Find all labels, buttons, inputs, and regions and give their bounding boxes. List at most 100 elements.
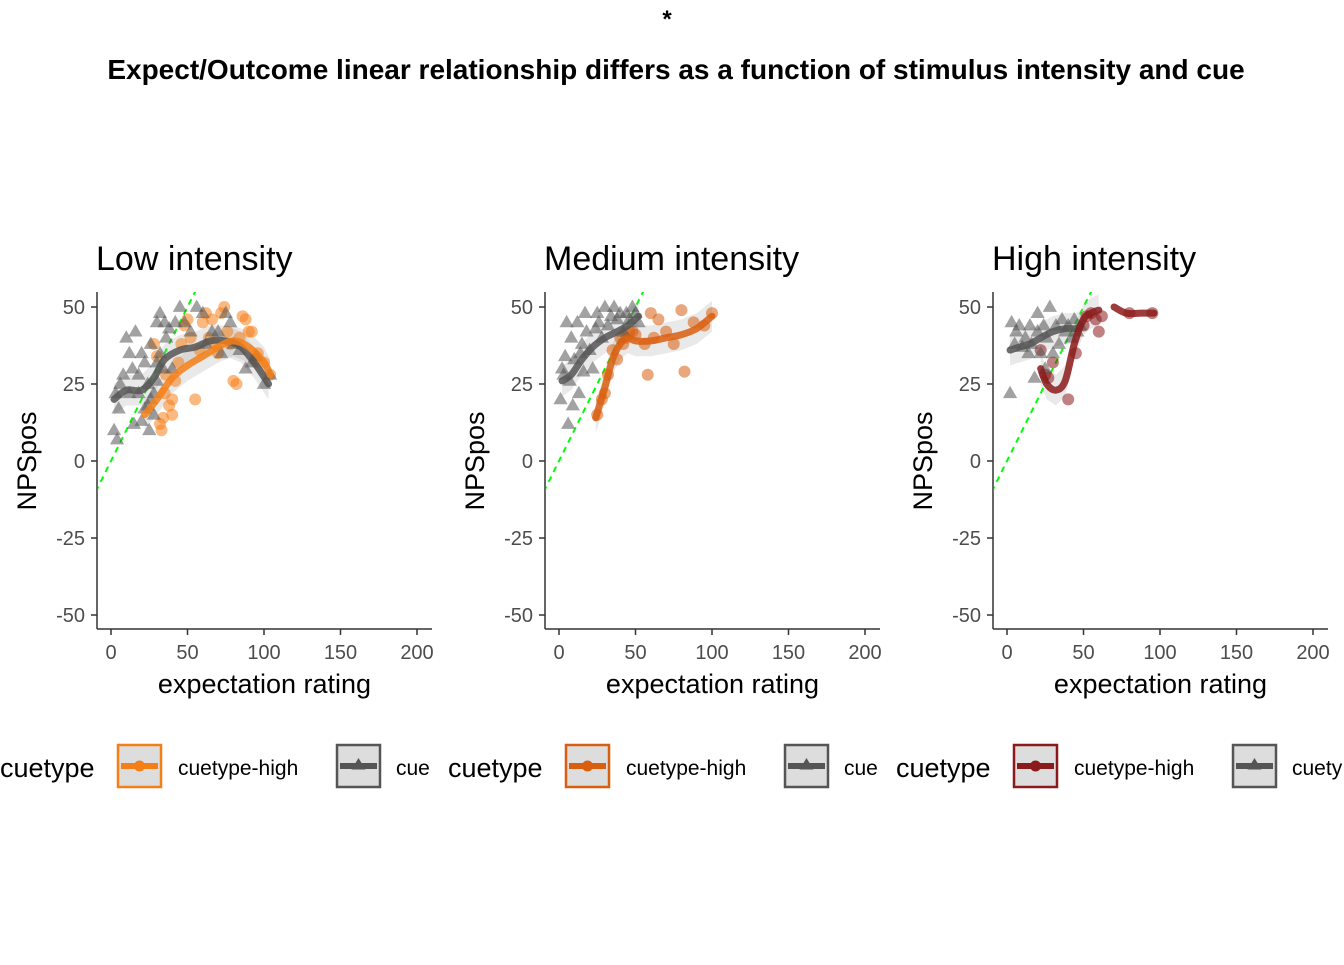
trend-line-cuetype-high (1037, 306, 1103, 394)
legend-label-cue: cuety (1292, 757, 1343, 780)
data-point-triangle (143, 336, 158, 349)
data-point-triangle (557, 348, 573, 362)
legend-label-cuetype-high: cuetype-high (1074, 757, 1194, 780)
data-point-triangle (554, 361, 570, 374)
data-point-triangle (565, 398, 580, 411)
legend: cuetype cuetype-high cue (448, 743, 878, 789)
y-tick-label: 25 (959, 374, 981, 396)
data-point-triangle (158, 330, 174, 343)
legend: cuetype cuetype-high cuety (896, 743, 1343, 789)
series-cue-points (553, 299, 646, 429)
data-point-triangle (600, 317, 616, 331)
data-point-triangle (1002, 385, 1018, 399)
y-tick-label: -50 (56, 605, 85, 627)
y-tick-label: 0 (970, 451, 981, 473)
data-point-circle (1046, 356, 1059, 369)
data-point-triangle (210, 324, 226, 337)
data-point-triangle (152, 305, 168, 319)
y-tick-label: 0 (74, 451, 85, 473)
data-point-circle (678, 365, 691, 378)
data-point-circle (157, 411, 170, 424)
data-point-triangle (553, 391, 568, 405)
data-point-triangle (131, 367, 146, 380)
x-tick-label: 0 (105, 642, 116, 664)
data-point-circle (172, 356, 185, 369)
x-tick-label: 100 (247, 642, 280, 664)
plot-area (98, 292, 278, 490)
figure-title: Expect/Outcome linear relationship diffe… (107, 54, 1244, 85)
data-point-triangle (1051, 336, 1067, 349)
y-tick-label: 50 (959, 297, 981, 319)
data-point-triangle (214, 345, 229, 359)
data-point-triangle (561, 416, 576, 429)
data-point-triangle (183, 324, 198, 337)
data-point-triangle (590, 305, 605, 319)
legend-key-marker (1247, 758, 1262, 770)
data-point-triangle (1018, 330, 1033, 343)
x-tick-label: 50 (1072, 642, 1094, 664)
data-point-triangle (111, 401, 126, 414)
data-point-triangle (1033, 345, 1048, 359)
data-point-triangle (597, 299, 613, 312)
data-point-triangle (564, 330, 579, 343)
data-point-triangle (591, 314, 606, 328)
plot-area (994, 292, 1159, 490)
data-point-triangle (559, 314, 574, 328)
data-point-triangle (125, 361, 140, 374)
data-point-triangle (128, 324, 143, 337)
data-point-circle (239, 313, 252, 326)
data-point-triangle (119, 330, 134, 343)
y-tick-label: 25 (511, 374, 533, 396)
data-point-circle (675, 304, 688, 317)
significance-annotation: * (662, 6, 672, 33)
data-point-triangle (631, 314, 646, 328)
trend-line-cuetype-high (592, 312, 716, 422)
data-point-triangle (1067, 311, 1082, 325)
y-tick-label: -25 (952, 528, 981, 550)
reference-line (98, 292, 197, 490)
x-tick-label: 150 (772, 642, 805, 664)
data-point-triangle (570, 314, 585, 328)
data-point-circle (230, 378, 243, 390)
trend-line-cuetype-high-segment (1110, 303, 1158, 318)
legend-key-marker (1030, 760, 1041, 772)
data-point-triangle (195, 305, 210, 319)
data-point-triangle (606, 299, 622, 312)
x-tick-label: 0 (553, 642, 564, 664)
legend-title: cuetype (0, 753, 95, 783)
data-point-circle (196, 316, 209, 329)
plot-area (546, 292, 718, 490)
panels: Low intensity -50 -25 0 25 50 0 50 100 150 200 expe… (0, 240, 1343, 789)
y-axis-label: NPSpos (12, 411, 42, 510)
data-point-triangle (1012, 317, 1027, 331)
y-tick-label: 50 (63, 297, 85, 319)
data-point-triangle (146, 407, 161, 420)
data-point-triangle (577, 305, 593, 319)
y-tick-label: 50 (511, 297, 533, 319)
data-point-triangle (223, 314, 238, 328)
data-point-triangle (1027, 370, 1042, 383)
x-tick-label: 150 (1220, 642, 1253, 664)
data-point-circle (667, 337, 680, 350)
legend-key-marker (799, 758, 814, 770)
legend-label-cue: cue (396, 757, 430, 780)
data-point-triangle (1042, 299, 1057, 312)
panel-1: Low intensity -50 -25 0 25 50 0 50 100 150 200 expe… (0, 240, 434, 789)
legend-key-marker (582, 760, 593, 772)
x-axis-label: expectation rating (606, 669, 819, 699)
reference-line (994, 292, 1093, 490)
y-tick-label: -25 (56, 528, 85, 550)
trend-line-cue (110, 336, 273, 403)
data-point-circle (652, 313, 665, 326)
x-tick-label: 50 (176, 642, 198, 664)
x-tick-label: 150 (324, 642, 357, 664)
data-point-circle (1062, 393, 1075, 406)
legend-title: cuetype (896, 753, 991, 783)
data-point-triangle (172, 299, 187, 312)
data-point-triangle (113, 376, 128, 389)
data-point-triangle (585, 361, 600, 374)
legend: cuetype cuetype-high cue (0, 743, 430, 789)
data-point-triangle (1021, 345, 1036, 359)
